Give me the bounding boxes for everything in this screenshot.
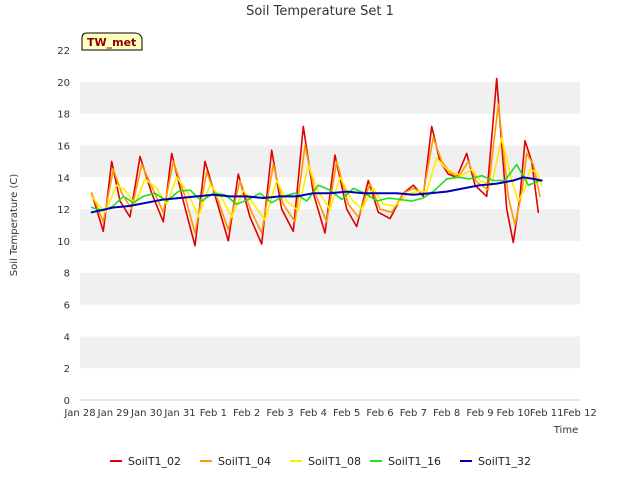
legend-label: SoilT1_02 [128, 455, 181, 468]
y-tick-label: 6 [64, 301, 70, 312]
x-tick-label: Feb 6 [366, 408, 393, 419]
y-tick-label: 10 [57, 237, 70, 248]
chart-title: Soil Temperature Set 1 [246, 4, 394, 19]
x-tick-label: Feb 1 [200, 408, 227, 419]
x-tick-label: Feb 5 [333, 408, 360, 419]
x-tick-label: Feb 8 [433, 408, 460, 419]
x-tick-label: Feb 9 [466, 408, 493, 419]
grid-band [80, 50, 580, 82]
x-axis-ticks: Jan 28 Jan 29 Jan 30 Jan 31 Feb 1 Feb 2 Feb 3 F… [63, 408, 596, 419]
series-line-soilt1-32 [90, 176, 543, 214]
grid-band [80, 336, 580, 369]
y-tick-label: 4 [64, 332, 70, 343]
x-tick-label: Jan 30 [130, 408, 162, 419]
x-tick-label: Feb 10 [497, 408, 531, 419]
y-tick-label: 18 [57, 110, 70, 121]
background-bands [80, 50, 580, 401]
y-tick-label: 14 [57, 173, 70, 184]
x-axis-title: Time [553, 425, 578, 436]
y-tick-label: 0 [64, 396, 70, 407]
series-lines [90, 77, 543, 247]
grid-band [80, 304, 580, 337]
grid-band [80, 240, 580, 273]
tw-met-badge: TW_met [81, 32, 143, 51]
y-tick-label: 20 [57, 78, 70, 89]
x-tick-label: Feb 12 [563, 408, 597, 419]
x-tick-label: Jan 31 [163, 408, 195, 419]
y-tick-label: 16 [57, 141, 70, 152]
x-tick-label: Feb 3 [266, 408, 293, 419]
x-tick-label: Feb 4 [300, 408, 327, 419]
badge-label: TW_met [87, 36, 136, 49]
y-tick-label: 12 [57, 205, 70, 216]
y-axis-title: Soil Temperature (C) [9, 174, 20, 277]
grid-band [80, 113, 580, 146]
grid-band [80, 209, 580, 241]
grid-band [80, 272, 580, 305]
legend-label: SoilT1_04 [218, 455, 271, 468]
x-tick-label: Jan 28 [63, 408, 95, 419]
grid-band [80, 368, 580, 400]
y-tick-label: 2 [64, 364, 70, 375]
x-tick-label: Jan 29 [97, 408, 129, 419]
legend: SoilT1_02 SoilT1_04 SoilT1_08 SoilT1_16 Soil… [110, 455, 531, 468]
y-tick-label: 22 [57, 46, 70, 57]
legend-label: SoilT1_16 [388, 455, 441, 468]
x-tick-label: Feb 11 [530, 408, 564, 419]
legend-label: SoilT1_32 [478, 455, 531, 468]
x-tick-label: Feb 7 [400, 408, 427, 419]
grid-band [80, 81, 580, 114]
y-tick-label: 8 [64, 269, 70, 280]
legend-label: SoilT1_08 [308, 455, 361, 468]
y-axis-ticks: 0 2 4 6 8 10 12 14 16 18 20 22 [57, 46, 70, 407]
x-tick-label: Feb 2 [233, 408, 260, 419]
